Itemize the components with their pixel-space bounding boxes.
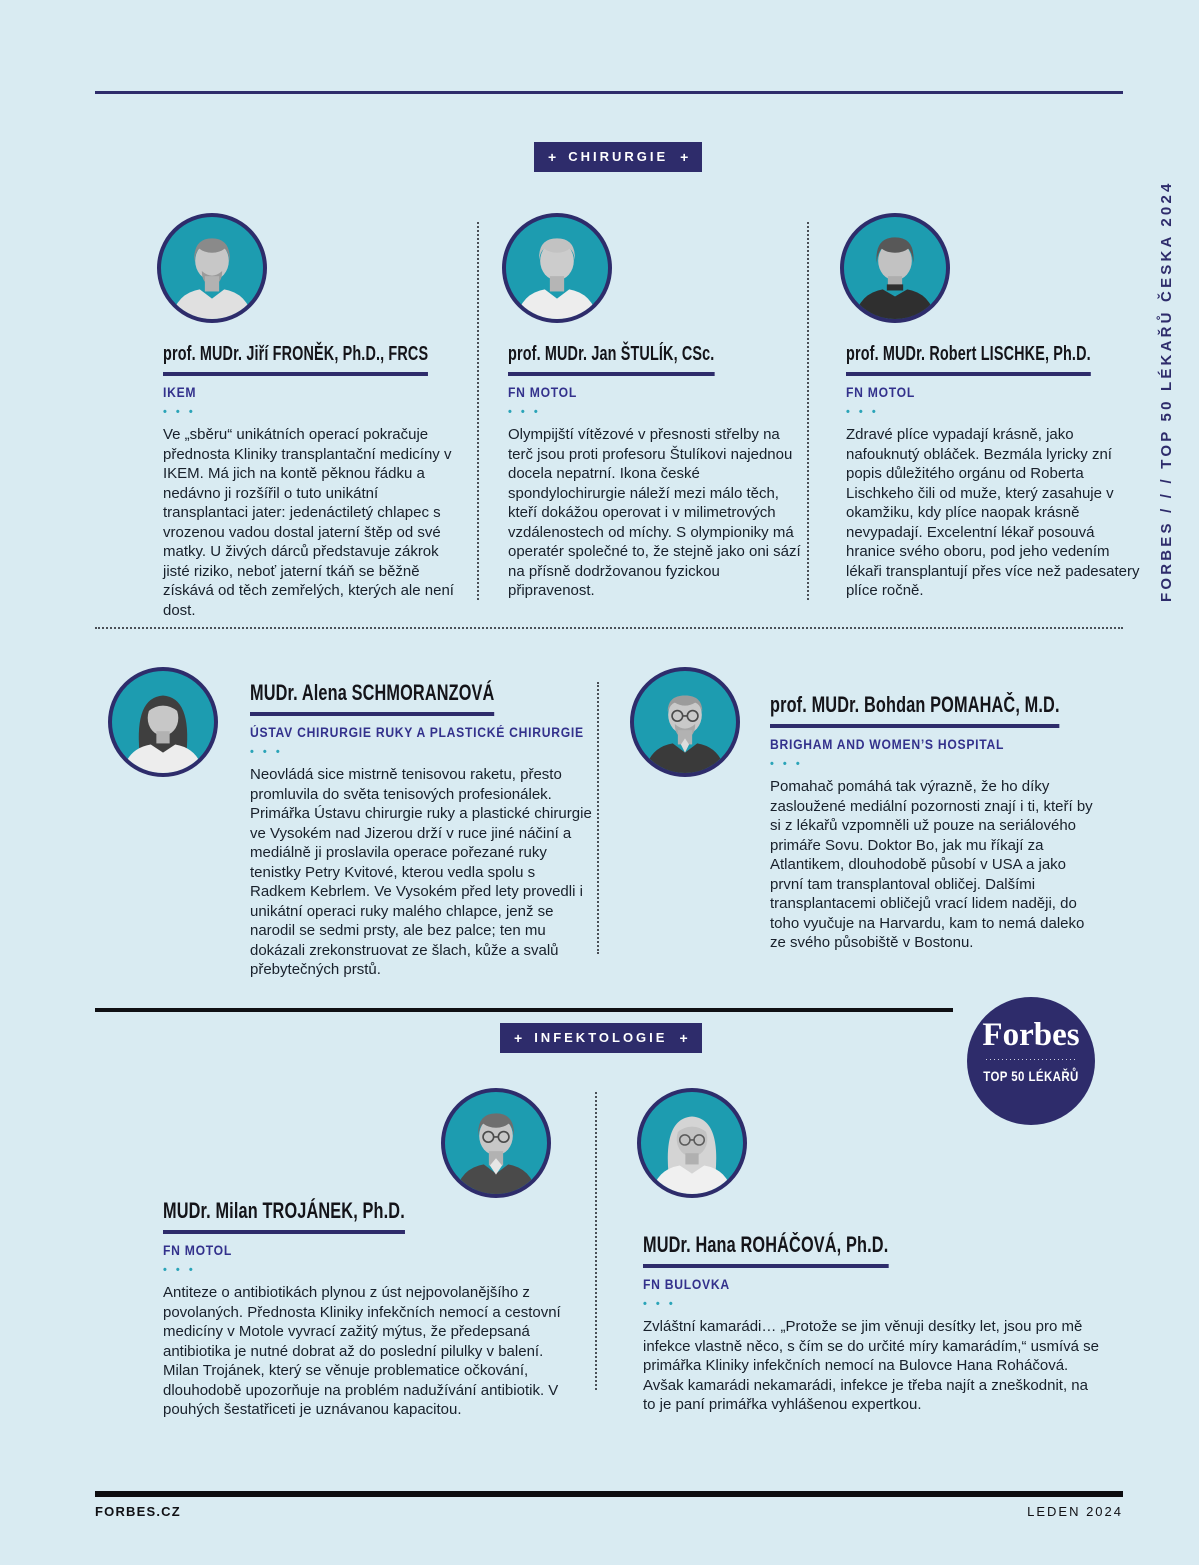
dotted-divider-vertical [597,682,599,954]
affiliation: FN BULOVKA [643,1277,730,1292]
profile-card: prof. MUDr. Bohdan POMAHAČ, M.D. BRIGHAM… [770,692,1098,953]
dotted-divider-vertical [477,222,479,600]
plus-icon: + [514,1030,523,1046]
dots-ornament: • • • [846,406,879,418]
doctor-name: prof. MUDr. Jiří FRONĚK, Ph.D., FRCS [163,343,429,376]
portrait-photo [630,667,740,777]
doctor-name: prof. MUDr. Robert LISCHKE, Ph.D. [846,343,1091,376]
portrait-photo [637,1088,747,1198]
affiliation: ÚSTAV CHIRURGIE RUKY A PLASTICKÉ CHIRURG… [250,725,584,740]
doctor-name: MUDr. Hana ROHÁČOVÁ, Ph.D. [643,1232,889,1268]
bio-text: Neovládá sice mistrně tenisovou raketu, … [250,766,592,978]
profile-card: prof. MUDr. Robert LISCHKE, Ph.D. FN MOT… [840,213,1141,601]
forbes-logo: Forbes [982,1017,1080,1053]
dotted-divider-horizontal [95,627,1123,629]
dotted-divider-vertical [807,222,809,600]
plus-icon: + [679,1030,688,1046]
profile-card: prof. MUDr. Jiří FRONĚK, Ph.D., FRCS IKE… [157,213,458,620]
profile-card: MUDr. Milan TROJÁNEK, Ph.D. FN MOTOL • •… [163,1198,565,1420]
portrait-photo [441,1088,551,1198]
affiliation: FN MOTOL [508,385,577,400]
section-badge-label: INFEKTOLOGIE [534,1030,668,1045]
section-badge-infektologie: + INFEKTOLOGIE + [500,1023,702,1053]
dotted-divider-vertical [595,1092,597,1390]
plus-icon: + [680,149,689,165]
dots-ornament: • • • [770,758,803,770]
bio-text: Olympijští vítězové v přesnosti střelby … [508,426,801,599]
affiliation: FN MOTOL [163,1243,232,1258]
dots-ornament: • • • [508,406,541,418]
section-rule [95,1008,953,1012]
dots-ornament: • • • [643,1298,676,1310]
doctor-name: prof. MUDr. Jan ŠTULÍK, CSc. [508,343,715,376]
portrait-photo [502,213,612,323]
dots-ornament: • • • [163,1264,196,1276]
dotted-separator: ······················· [985,1055,1077,1063]
portrait-photo [840,213,950,323]
profile-card: MUDr. Alena SCHMORANZOVÁ ÚSTAV CHIRURGIE… [250,680,595,980]
portrait-photo [157,213,267,323]
portrait-photo [108,667,218,777]
profile-card: MUDr. Hana ROHÁČOVÁ, Ph.D. FN BULOVKA • … [643,1232,1101,1415]
plus-icon: + [548,149,557,165]
affiliation: BRIGHAM AND WOMEN’S HOSPITAL [770,737,1005,752]
footer-site-label: FORBES.CZ [95,1504,181,1519]
bio-text: Zvláštní kamarádi… „Protože se jim věnuj… [643,1318,1099,1413]
forbes-badge-subtitle: TOP 50 LÉKAŘŮ [983,1068,1079,1084]
top-rule [95,91,1123,94]
profile-card: prof. MUDr. Jan ŠTULÍK, CSc. FN MOTOL • … [502,213,803,601]
bio-text: Zdravé plíce vypadají krásně, jako nafou… [846,426,1140,599]
footer-rule [95,1491,1123,1497]
affiliation: IKEM [163,385,197,400]
forbes-top50-badge: Forbes ······················· TOP 50 LÉ… [967,997,1095,1125]
bio-text: Antiteze o antibiotikách plynou z úst ne… [163,1284,561,1418]
section-badge-label: CHIRURGIE [568,149,669,164]
affiliation: FN MOTOL [846,385,915,400]
doctor-name: MUDr. Alena SCHMORANZOVÁ [250,680,495,716]
bio-text: Pomahač pomáhá tak výrazně, že ho díky z… [770,778,1093,951]
vertical-edition-label: FORBES / / / TOP 50 LÉKAŘŮ ČESKA 2024 [1158,180,1175,602]
dots-ornament: • • • [163,406,196,418]
section-badge-chirurgie: + CHIRURGIE + [534,142,703,172]
bio-text: Ve „sběru“ unikátních operací pokračuje … [163,426,454,619]
doctor-name: MUDr. Milan TROJÁNEK, Ph.D. [163,1198,405,1234]
footer-issue-label: LEDEN 2024 [1027,1504,1123,1519]
dots-ornament: • • • [250,746,283,758]
doctor-name: prof. MUDr. Bohdan POMAHAČ, M.D. [770,692,1060,728]
